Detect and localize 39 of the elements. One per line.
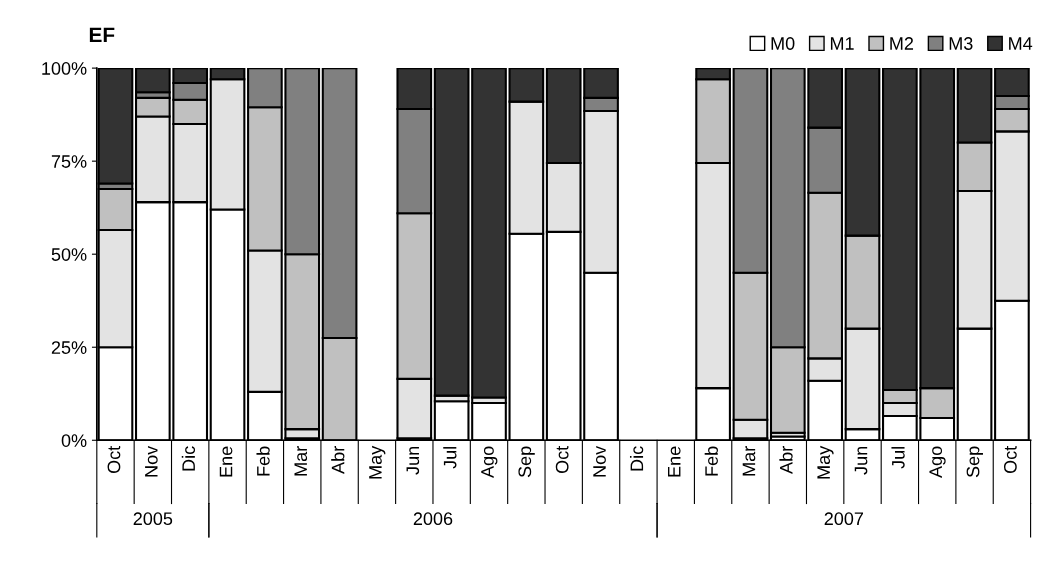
x-tick-label: Sep: [518, 446, 535, 478]
legend-label: M4: [1009, 37, 1033, 50]
x-tick-label: Nov: [593, 445, 606, 477]
x-tick-label: Oct: [1003, 445, 1017, 474]
x-tick-label: Jun: [854, 446, 868, 475]
x-tick-label: Mar: [294, 446, 308, 476]
x-tick-label: Jul: [891, 447, 905, 469]
x-tick-label: Feb: [704, 446, 718, 476]
x-tick-label: Nov: [145, 445, 158, 477]
legend-label: M1: [830, 37, 854, 50]
x-tick-label: Sep: [966, 446, 983, 478]
legend-label: M0: [771, 37, 795, 50]
y-tick-label: 100%: [42, 62, 87, 75]
x-tick-label: Abr: [331, 446, 345, 474]
x-tick-label: Dic: [181, 446, 196, 471]
legend-label: M2: [890, 37, 914, 50]
y-tick-label: 75%: [51, 155, 87, 168]
x-tick-label: Jun: [406, 446, 420, 475]
x-tick-label: Abr: [779, 446, 793, 474]
x-tick-label: Feb: [256, 446, 270, 476]
x-tick-label: Oct: [107, 445, 121, 474]
x-tick-label: Ago: [929, 446, 946, 478]
y-tick-label: 0%: [61, 434, 87, 447]
x-tick-label: Mar: [742, 446, 756, 476]
x-tick-label: Oct: [555, 445, 569, 474]
x-tick-label: May: [817, 445, 834, 479]
chart-title: EF: [89, 27, 115, 42]
legend-label: M3: [949, 37, 973, 50]
x-tick-label: Ene: [668, 446, 681, 477]
y-tick-label: 25%: [51, 341, 87, 354]
x-tick-label: Ene: [219, 446, 233, 477]
x-tick-label: Ago: [481, 446, 498, 478]
text: 2006: [413, 512, 453, 526]
text: 2005: [133, 512, 173, 526]
x-tick-label: Jul: [443, 447, 457, 469]
x-tick-label: Dic: [629, 446, 644, 471]
text: 2007: [824, 512, 864, 526]
x-tick-label: May: [369, 445, 386, 479]
y-tick-label: 50%: [51, 248, 87, 261]
